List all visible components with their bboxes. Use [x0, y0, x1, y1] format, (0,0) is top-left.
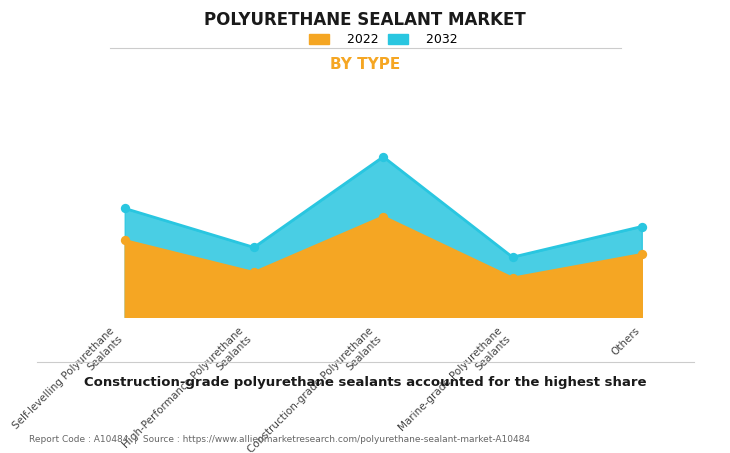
- Point: [507, 254, 518, 261]
- Legend:   2022,   2032: 2022, 2032: [309, 34, 458, 46]
- Point: [377, 213, 389, 220]
- Point: [507, 275, 518, 282]
- Text: BY TYPE: BY TYPE: [330, 57, 400, 72]
- Point: [248, 244, 260, 251]
- Point: [119, 205, 131, 212]
- Point: [636, 223, 648, 230]
- Point: [377, 153, 389, 160]
- Point: [248, 269, 260, 276]
- Point: [119, 237, 131, 244]
- Text: Report Code : A10484  |  Source : https://www.alliedmarketresearch.com/polyureth: Report Code : A10484 | Source : https://…: [29, 435, 530, 444]
- Text: Construction-grade polyurethane sealants accounted for the highest share: Construction-grade polyurethane sealants…: [84, 376, 646, 389]
- Point: [636, 251, 648, 258]
- Text: POLYURETHANE SEALANT MARKET: POLYURETHANE SEALANT MARKET: [204, 11, 526, 29]
